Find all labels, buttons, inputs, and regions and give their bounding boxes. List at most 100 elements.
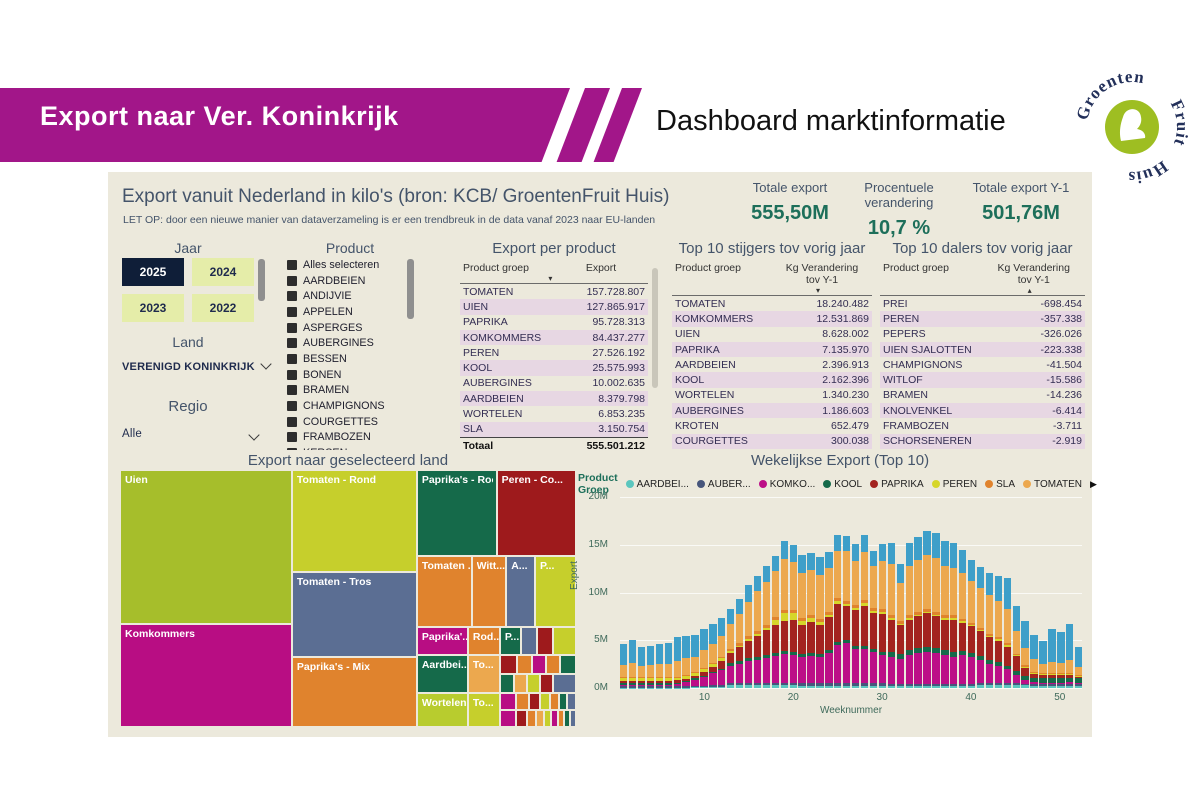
- product-item[interactable]: Alles selecteren: [287, 257, 405, 273]
- bar-week-15[interactable]: [744, 497, 753, 688]
- bar-week-41[interactable]: [976, 497, 985, 688]
- treemap-cell-uien[interactable]: Uien: [120, 470, 292, 624]
- bar-week-33[interactable]: [905, 497, 913, 688]
- table-row[interactable]: BRAMEN -14.236: [883, 389, 1082, 402]
- treemap-cell[interactable]: [527, 673, 540, 693]
- checkbox-icon[interactable]: [287, 369, 297, 380]
- treemap-cell[interactable]: [557, 709, 564, 727]
- legend-item-komko[interactable]: KOMKO...: [758, 479, 815, 490]
- bar-week-23[interactable]: [816, 497, 824, 688]
- checkbox-icon[interactable]: [287, 259, 297, 270]
- checkbox-icon[interactable]: [287, 385, 297, 396]
- sort-arrow-icon[interactable]: ▾: [816, 286, 821, 295]
- table-row[interactable]: AARDBEIEN 2.396.913: [675, 358, 869, 371]
- jaar-scrollbar[interactable]: [258, 259, 265, 301]
- bar-week-26[interactable]: [843, 497, 851, 688]
- treemap-cell[interactable]: [546, 655, 561, 674]
- treemap-cell[interactable]: [569, 709, 576, 727]
- bar-week-39[interactable]: [959, 497, 967, 688]
- checkbox-icon[interactable]: [287, 306, 297, 317]
- bar-week-46[interactable]: [1021, 497, 1029, 688]
- table-row[interactable]: KOOL 2.162.396: [672, 372, 872, 388]
- treemap-cell[interactable]: [531, 655, 547, 674]
- product-item[interactable]: APPELEN: [287, 304, 405, 320]
- bar-week-17[interactable]: [762, 497, 771, 688]
- bar-week-42[interactable]: [985, 497, 994, 688]
- treemap-cell[interactable]: [539, 673, 553, 693]
- table-row[interactable]: KOMKOMMERS 12.531.869: [672, 311, 872, 327]
- bar-week-25[interactable]: [834, 497, 842, 688]
- treemap-cell-to-[interactable]: To...: [467, 692, 500, 727]
- bar-week-30[interactable]: [878, 497, 887, 688]
- checkbox-icon[interactable]: [287, 432, 297, 443]
- bar-week-52[interactable]: [1075, 497, 1083, 688]
- bar-week-11[interactable]: [709, 497, 717, 688]
- treemap-cell-komkommers[interactable]: Komkommers: [120, 623, 292, 727]
- table-row[interactable]: PEREN -357.338: [880, 311, 1085, 327]
- bar-week-9[interactable]: [691, 497, 699, 688]
- treemap-cell[interactable]: [514, 673, 528, 693]
- treemap-cell[interactable]: [566, 692, 576, 710]
- treemap-cell[interactable]: [563, 709, 570, 727]
- bar-week-10[interactable]: [700, 497, 708, 688]
- bar-week-31[interactable]: [887, 497, 895, 688]
- treemap-cell-p-[interactable]: P...: [499, 626, 521, 656]
- legend-scroll-arrow-icon[interactable]: ▶: [1090, 478, 1097, 489]
- bar-week-3[interactable]: [637, 497, 646, 688]
- treemap-cell-p-[interactable]: P...: [534, 556, 576, 627]
- bar-week-44[interactable]: [1003, 497, 1011, 688]
- product-item[interactable]: AUBERGINES: [287, 335, 405, 351]
- table-row[interactable]: PEPERS -326.026: [883, 328, 1082, 341]
- table-row[interactable]: TOMATEN 157.728.807: [463, 285, 645, 298]
- bar-week-43[interactable]: [994, 497, 1003, 688]
- product-item[interactable]: BONEN: [287, 367, 405, 383]
- sort-arrow-icon[interactable]: ▴: [1027, 286, 1032, 295]
- land-dropdown[interactable]: VERENIGD KONINKRIJK: [122, 358, 272, 373]
- bar-week-14[interactable]: [735, 497, 744, 688]
- treemap-cell[interactable]: [535, 709, 545, 727]
- treemap-cell-tomaten-[interactable]: Tomaten ...: [416, 556, 472, 627]
- legend-item-sla[interactable]: SLA: [985, 479, 1015, 490]
- treemap-cell[interactable]: [539, 692, 550, 710]
- treemap-cell-wortelen[interactable]: Wortelen: [416, 692, 468, 727]
- product-item[interactable]: ASPERGES: [287, 320, 405, 336]
- legend-item-auber[interactable]: AUBER...: [696, 479, 751, 490]
- product-item[interactable]: FRAMBOZEN: [287, 430, 405, 446]
- product-item[interactable]: KERSEN: [287, 445, 405, 450]
- table-row[interactable]: TOMATEN 18.240.482: [675, 297, 869, 310]
- treemap-cell[interactable]: [499, 673, 515, 693]
- sort-arrow-icon[interactable]: ▾: [548, 274, 553, 283]
- table-row[interactable]: KOMKOMMERS 84.437.277: [460, 329, 648, 346]
- product-item[interactable]: COURGETTES: [287, 414, 405, 430]
- year-button-2024[interactable]: 2024: [192, 258, 254, 286]
- year-button-2025[interactable]: 2025: [122, 258, 184, 286]
- table-row[interactable]: WORTELEN 6.853.235: [463, 408, 645, 421]
- table-row[interactable]: AUBERGINES 1.186.603: [672, 403, 872, 419]
- treemap-cell[interactable]: [551, 709, 558, 727]
- table-row[interactable]: PEREN 27.526.192: [463, 346, 645, 359]
- table-header[interactable]: Product groep Kg Verandering tov Y-1 ▾: [672, 262, 872, 296]
- table-row[interactable]: SLA 3.150.754: [460, 421, 648, 437]
- treemap-cell-rod-[interactable]: Rod...: [467, 626, 500, 656]
- treemap-cell-tomaten-rond[interactable]: Tomaten - Rond: [291, 470, 417, 573]
- table-row[interactable]: WORTELEN 1.340.230: [675, 389, 869, 402]
- bar-week-19[interactable]: [780, 497, 788, 688]
- bar-week-50[interactable]: [1057, 497, 1065, 688]
- legend-item-tomaten[interactable]: TOMATEN: [1023, 479, 1082, 490]
- treemap-cell[interactable]: [526, 709, 536, 727]
- table-row[interactable]: COURGETTES 300.038: [672, 433, 872, 449]
- bar-week-7[interactable]: [673, 497, 681, 688]
- product-item[interactable]: BESSEN: [287, 351, 405, 367]
- bar-week-29[interactable]: [869, 497, 878, 688]
- table-row[interactable]: SCHORSENEREN -2.919: [880, 433, 1085, 449]
- treemap-cell[interactable]: [537, 626, 554, 656]
- product-item[interactable]: BRAMEN: [287, 383, 405, 399]
- table-row[interactable]: FRAMBOZEN -3.711: [883, 420, 1082, 433]
- table-row[interactable]: PAPRIKA 95.728.313: [463, 316, 645, 329]
- bar-week-32[interactable]: [896, 497, 904, 688]
- bar-week-24[interactable]: [825, 497, 833, 688]
- treemap-cell[interactable]: [499, 709, 517, 727]
- treemap-cell-peren-co-[interactable]: Peren - Co...: [496, 470, 576, 557]
- treemap-cell[interactable]: [517, 655, 532, 674]
- bar-week-8[interactable]: [682, 497, 690, 688]
